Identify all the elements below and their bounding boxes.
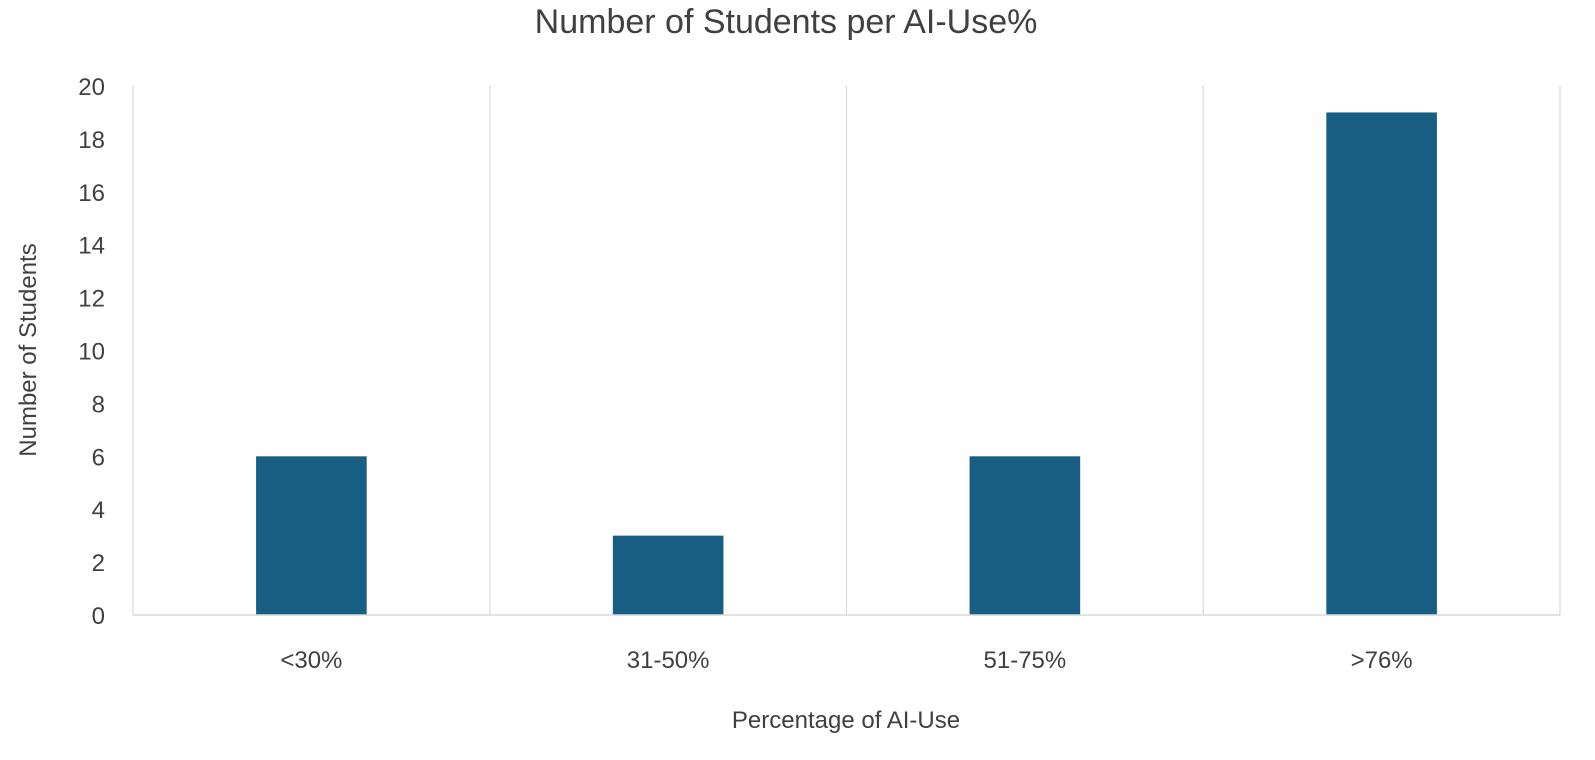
- axes: 0 2 4 6 8 10 12 14 16 18 20 <30% 31-50% 51-75% >76%: [78, 74, 1560, 674]
- y-tick-label: 4: [92, 497, 105, 524]
- y-tick-label: 14: [78, 233, 105, 260]
- bar-3: [969, 456, 1081, 615]
- x-axis-label: Percentage of AI-Use: [732, 707, 960, 734]
- chart-title: Number of Students per AI-Use%: [535, 3, 1038, 41]
- bar-4: [1326, 112, 1437, 615]
- y-tick-label: 0: [92, 603, 105, 630]
- y-tick-label: 18: [78, 127, 105, 154]
- y-tick-label: 8: [92, 391, 105, 418]
- y-axis-label: Number of Students: [15, 243, 42, 456]
- bar-2: [612, 535, 724, 615]
- y-tick-label: 16: [78, 180, 105, 207]
- y-tick-label: 10: [78, 339, 105, 366]
- y-tick-label: 2: [92, 550, 105, 577]
- x-tick-label: <30%: [280, 647, 342, 674]
- x-tick-label: 51-75%: [984, 647, 1067, 674]
- gridlines: [132, 86, 1561, 615]
- y-tick-label: 20: [78, 74, 105, 101]
- y-tick-label: 12: [78, 286, 105, 313]
- x-tick-label: 31-50%: [627, 647, 710, 674]
- bar-1: [256, 456, 367, 615]
- bars: [256, 112, 1437, 615]
- x-tick-label: >76%: [1351, 647, 1413, 674]
- y-tick-label: 6: [92, 444, 105, 471]
